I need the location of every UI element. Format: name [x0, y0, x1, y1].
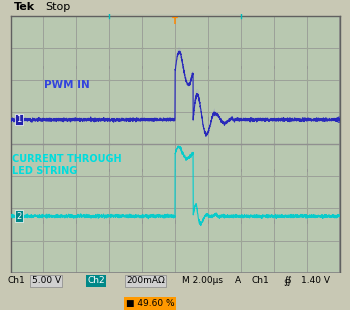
Text: Ch1: Ch1: [252, 277, 270, 286]
Text: 200mAΩ: 200mAΩ: [126, 277, 165, 286]
Text: T: T: [172, 17, 178, 26]
Text: PWM IN: PWM IN: [43, 80, 89, 90]
Text: ∯: ∯: [284, 276, 291, 286]
Text: Ch1: Ch1: [7, 277, 25, 286]
Text: 2: 2: [16, 212, 21, 221]
Text: CURRENT THROUGH
LED STRING: CURRENT THROUGH LED STRING: [12, 154, 121, 175]
Text: M 2.00μs: M 2.00μs: [182, 277, 223, 286]
Text: 1: 1: [16, 115, 21, 124]
Text: 5.00 V: 5.00 V: [32, 277, 61, 286]
Text: A: A: [234, 277, 241, 286]
Text: Ch2: Ch2: [88, 277, 105, 286]
Text: T: T: [172, 2, 178, 12]
Text: Tek: Tek: [14, 2, 35, 12]
Text: Stop: Stop: [46, 2, 71, 12]
Text: 1.40 V: 1.40 V: [301, 277, 330, 286]
Text: ■ 49.60 %: ■ 49.60 %: [126, 299, 175, 308]
